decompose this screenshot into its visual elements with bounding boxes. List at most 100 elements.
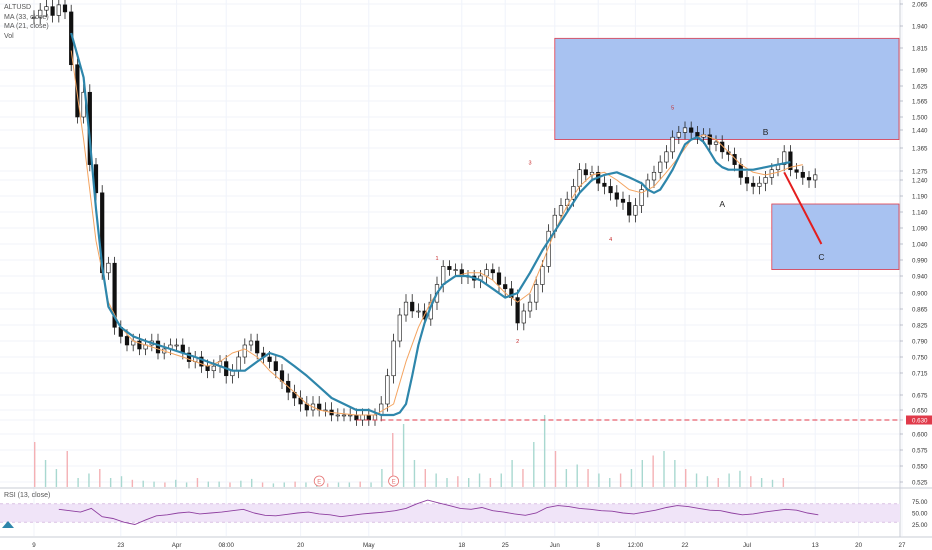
candle-body — [565, 198, 570, 206]
price-tick-label: 0.750 — [912, 354, 928, 361]
volume-bar — [109, 478, 112, 487]
candle-body — [496, 272, 502, 285]
candle-body — [416, 310, 421, 313]
event-marker-label: E — [317, 480, 321, 486]
ma21-label: MA (21, close) — [4, 23, 49, 30]
candle-body — [738, 164, 743, 178]
candle-body — [670, 136, 675, 153]
moving-averages — [70, 32, 803, 417]
volume-bar — [153, 481, 155, 487]
volume-bar — [695, 473, 698, 487]
volume-bar — [283, 482, 285, 487]
candle-body — [800, 171, 805, 178]
volume-bars — [34, 415, 785, 487]
price-tick-label: 1.940 — [912, 23, 928, 30]
candle-body — [751, 182, 756, 187]
candle-body — [124, 336, 130, 346]
volume-bar — [609, 478, 611, 487]
volume-bar — [99, 469, 101, 487]
candle-body — [763, 177, 768, 184]
time-tick-label: 20 — [297, 542, 304, 549]
volume-bar — [435, 473, 437, 487]
ma33-line — [70, 32, 791, 417]
candle-body — [534, 284, 539, 303]
grid — [0, 0, 932, 538]
volume-bar — [782, 478, 785, 487]
candle-body — [447, 266, 452, 270]
candle-body — [558, 205, 564, 216]
price-tick-label: 0.600 — [912, 431, 928, 438]
candle-body — [453, 269, 458, 271]
volume-bar — [511, 460, 513, 487]
volume-bar — [34, 442, 36, 487]
price-tick-label: 0.675 — [912, 392, 928, 399]
candle-body — [608, 186, 613, 194]
volume-bar — [500, 473, 502, 487]
volume-bar — [359, 481, 361, 487]
price-tick-label: 1.040 — [912, 241, 928, 248]
candle-body — [242, 344, 247, 358]
volume-bar — [305, 482, 307, 487]
rsi-tick-label: 50.00 — [912, 510, 928, 517]
time-tick-label: 20 — [855, 542, 862, 549]
time-tick-label: 25 — [502, 542, 509, 549]
candle-body — [620, 198, 626, 203]
projection-arrow — [783, 171, 823, 245]
volume-bar — [576, 464, 578, 487]
candle-body — [527, 301, 533, 312]
rsi-pane: 75.00 50.00 25.00 — [0, 499, 928, 529]
volume-bar — [131, 479, 134, 487]
price-tick-label: 0.525 — [912, 479, 928, 486]
wave-label: A — [719, 199, 725, 209]
candle-body — [366, 414, 371, 421]
candle-body — [639, 189, 644, 206]
volume-bar — [381, 469, 383, 487]
candle-body — [335, 414, 340, 417]
time-tick-label: 23 — [117, 542, 124, 549]
time-tick-label: 12:00 — [628, 542, 644, 549]
price-tick-label: 0.715 — [912, 370, 928, 377]
candle-body — [267, 356, 272, 362]
candle-body — [199, 356, 204, 367]
candle-body — [689, 127, 694, 133]
price-tick-label: 1.625 — [912, 83, 928, 90]
volume-bar — [44, 460, 47, 487]
current-price-tag-label: 0.630 — [912, 417, 928, 424]
symbol-label: ALTUSD — [4, 4, 32, 11]
volume-bar — [554, 451, 557, 487]
volume-bar — [663, 451, 665, 487]
time-tick-label: 27 — [899, 542, 906, 549]
candle-body — [602, 182, 607, 187]
candle-body — [38, 9, 43, 18]
price-axis: 2.065 1.940 1.815 1.690 1.625 1.565 1.500 1.440… — [900, 1, 932, 486]
price-tick-label: 1.565 — [912, 98, 928, 105]
candle-body — [106, 262, 111, 274]
wave-label: 3 — [528, 161, 531, 167]
candle-body — [651, 171, 657, 181]
price-tick-label: 1.190 — [912, 193, 928, 200]
candle-body — [627, 202, 632, 216]
volume-bar — [587, 469, 589, 487]
volume-bar — [543, 415, 546, 487]
volume-bar — [348, 482, 351, 487]
time-tick-label: 13 — [812, 542, 819, 549]
time-axis: 9 23 Apr 08:00 20 May 18 25 Jun 8 12:00 22 Jul 13 20 27… — [32, 542, 906, 549]
price-tick-label: 0.650 — [912, 407, 928, 414]
price-tick-label: 1.500 — [912, 114, 928, 121]
candle-body — [515, 297, 520, 324]
zones — [554, 37, 900, 270]
candle-body — [782, 151, 787, 165]
candle-body — [112, 262, 117, 328]
candle-body — [236, 356, 241, 372]
price-tick-label: 1.240 — [912, 177, 928, 184]
candle-body — [75, 64, 80, 118]
volume-bar — [164, 482, 166, 487]
volume-bar — [207, 481, 209, 487]
volume-bar — [77, 478, 79, 487]
candle-body — [155, 340, 161, 354]
volume-bar — [370, 482, 372, 487]
candle-body — [211, 365, 216, 372]
candle-body — [546, 230, 551, 267]
rsi-tick-label: 75.00 — [912, 499, 928, 506]
